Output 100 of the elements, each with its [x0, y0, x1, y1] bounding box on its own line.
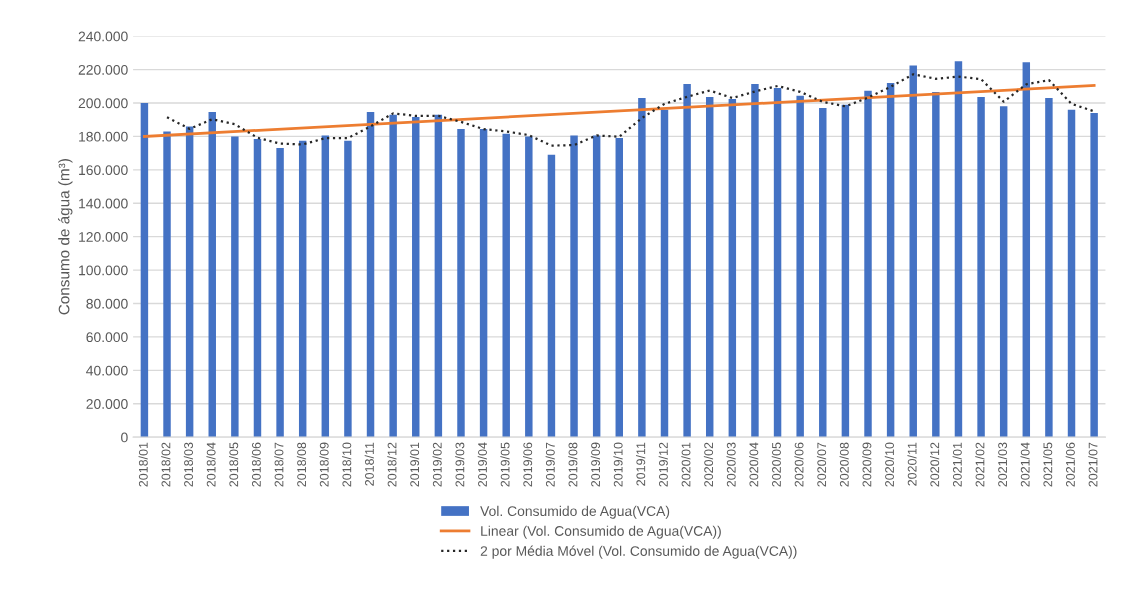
bar [592, 135, 601, 438]
y-tick-label: 240.000 [78, 31, 128, 42]
bar [1067, 109, 1076, 438]
bar [344, 140, 352, 438]
x-tick-label: 2021/07 [1088, 442, 1098, 487]
bar [615, 138, 623, 438]
x-tick-label: 2019/11 [636, 442, 646, 486]
bar [321, 135, 330, 438]
x-tick-label: 2020/12 [930, 442, 940, 487]
bar [389, 114, 397, 438]
bar [366, 112, 375, 438]
bar [660, 109, 669, 438]
line-series [165, 73, 1096, 147]
bar [977, 97, 985, 438]
bar [796, 95, 804, 438]
bar [547, 154, 556, 438]
bar [298, 140, 307, 438]
x-tick-label: 2020/06 [794, 442, 804, 487]
bar [999, 106, 1008, 438]
bar [954, 61, 963, 438]
y-tick-label: 220.000 [78, 64, 128, 75]
y-tick-label: 180.000 [79, 131, 128, 142]
x-tick-label: 2020/09 [862, 442, 872, 487]
y-tick-label: 0 [121, 432, 128, 443]
x-tick-label: 2018/08 [296, 442, 307, 487]
x-tick-label: 2020/02 [703, 442, 714, 487]
bar [1090, 113, 1098, 438]
x-tick-label: 2021/05 [1043, 442, 1053, 487]
x-tick-label: 2020/11 [907, 442, 917, 486]
bar [886, 82, 895, 438]
x-tick-label: 2019/02 [432, 442, 442, 487]
bar [412, 117, 420, 438]
x-tick-label: 2019/08 [568, 442, 578, 487]
x-tick-label: 2020/03 [726, 442, 736, 487]
bar [231, 136, 239, 438]
x-tick-label: 2018/05 [229, 442, 239, 487]
y-axis-title: Consumo de água (m³) [58, 159, 73, 315]
bar [751, 83, 759, 438]
y-tick-label: 40.000 [86, 365, 128, 376]
x-tick-label: 2020/07 [816, 442, 827, 487]
x-tick-label: 2019/12 [658, 442, 668, 487]
x-tick-label: 2018/11 [364, 442, 374, 486]
bar [208, 112, 216, 438]
bar [932, 91, 940, 438]
y-tick-label: 100.000 [79, 265, 128, 276]
bar [479, 129, 488, 438]
x-tick-label: 2021/04 [1020, 442, 1030, 487]
x-tick-label: 2018/10 [342, 442, 352, 487]
x-tick-label: 2019/10 [613, 442, 623, 487]
legend-label: Vol. Consumido de Agua(VCA) [480, 505, 670, 519]
y-tick-label: 80.000 [86, 298, 128, 309]
bar [819, 108, 827, 438]
bar [683, 83, 691, 438]
bar [434, 114, 443, 438]
legend-label: Linear (Vol. Consumido de Agua(VCA)) [481, 525, 721, 539]
x-tick-label: 2018/03 [183, 442, 193, 487]
bar [909, 65, 917, 438]
bar [864, 90, 872, 438]
x-tick-label: 2021/06 [1065, 442, 1075, 487]
bar [185, 126, 194, 438]
x-tick-label: 2019/01 [409, 442, 420, 487]
x-tick-label: 2018/12 [387, 442, 397, 487]
y-tick-label: 200.000 [78, 98, 128, 109]
x-tick-label: 2018/04 [206, 442, 216, 487]
bar [140, 103, 149, 438]
x-tick-label: 2018/01 [138, 442, 148, 487]
y-tick-label: 140.000 [79, 198, 128, 209]
bar [570, 135, 578, 438]
bar [773, 87, 782, 438]
x-tick-label: 2018/06 [251, 442, 261, 487]
y-tick-label: 160.000 [79, 165, 128, 176]
bar [841, 104, 850, 438]
y-tick-label: 60.000 [86, 332, 128, 343]
x-tick-label: 2019/06 [523, 442, 533, 487]
bar [1022, 62, 1031, 438]
x-tick-label: 2018/07 [274, 442, 284, 487]
bar [705, 97, 714, 438]
bar [502, 133, 510, 438]
legend-label: 2 por Média Móvel (Vol. Consumido de Agua(VCA)) [480, 545, 797, 559]
x-tick-label: 2019/05 [500, 442, 510, 487]
x-tick-label: 2021/01 [952, 442, 962, 487]
x-tick-label: 2020/01 [681, 442, 691, 487]
x-tick-label: 2019/07 [545, 442, 555, 487]
x-tick-label: 2019/03 [455, 442, 465, 487]
x-tick-label: 2020/05 [771, 442, 781, 487]
x-tick-label: 2021/03 [997, 442, 1008, 487]
x-tick-label: 2020/10 [884, 442, 894, 487]
bar [457, 129, 465, 438]
y-tick-label: 120.000 [79, 232, 128, 242]
bar [163, 131, 171, 438]
x-tick-label: 2018/09 [319, 442, 329, 487]
x-tick-label: 2020/04 [749, 442, 759, 487]
bar [253, 139, 262, 438]
x-tick-label: 2021/02 [975, 442, 985, 487]
bar [1045, 98, 1053, 438]
x-tick-label: 2019/04 [477, 442, 487, 487]
bar [638, 98, 646, 438]
bar [525, 136, 533, 438]
bar [728, 99, 737, 438]
bar [276, 148, 284, 438]
